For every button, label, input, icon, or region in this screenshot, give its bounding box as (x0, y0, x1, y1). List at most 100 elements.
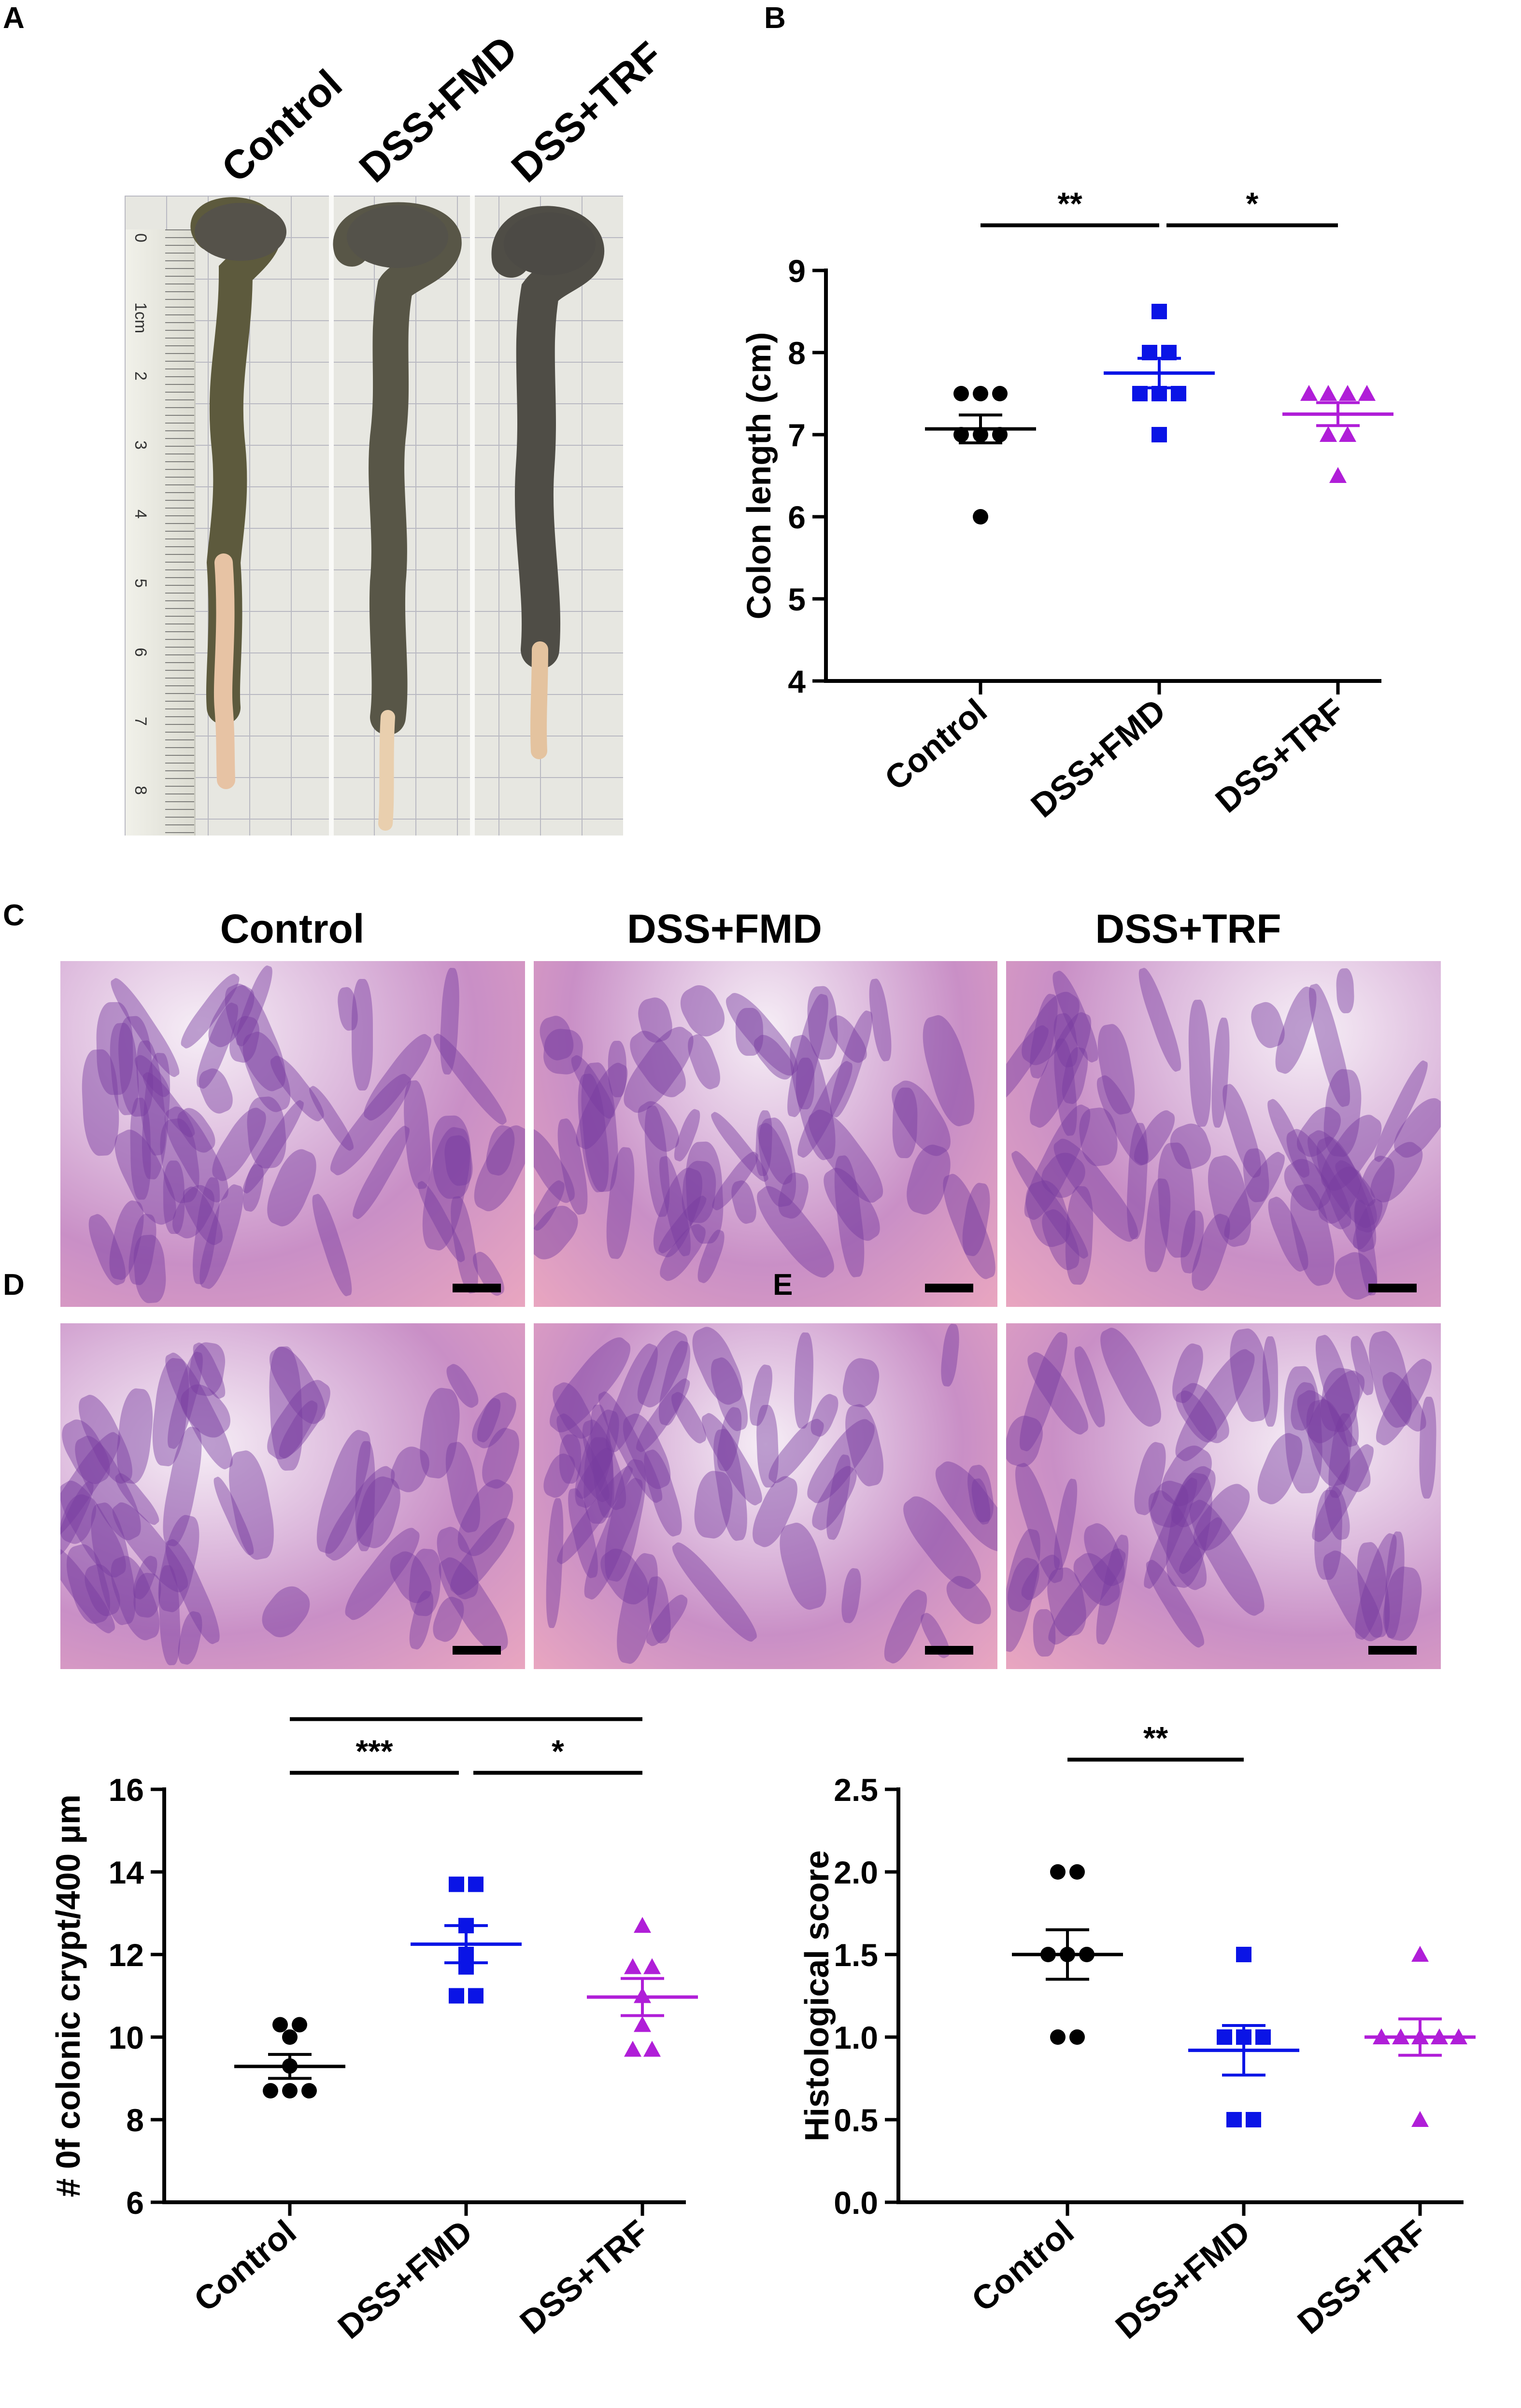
panel-letter-b: B (764, 1, 786, 35)
scale-bar (1368, 1284, 1417, 1292)
scale-bar (1368, 1646, 1417, 1655)
scale-bar (453, 1646, 501, 1655)
data-point (953, 386, 969, 401)
data-point (1151, 427, 1167, 442)
y-tick-label: 14 (109, 1855, 144, 1890)
data-point (1217, 2029, 1232, 2045)
data-point (1329, 467, 1347, 483)
histology-image-dss-trf-1 (1006, 961, 1441, 1307)
data-point (643, 2040, 661, 2057)
y-axis-title: # 0f colonic crypt/400 µm (49, 1795, 87, 2197)
colon-dss-fmd (333, 202, 462, 735)
significance-label: * (552, 1733, 564, 1769)
scale-bar (453, 1284, 501, 1292)
significance-label: *** (355, 1733, 393, 1769)
data-point (272, 2017, 288, 2033)
x-tick-label: Control (187, 2213, 303, 2319)
data-point (282, 2083, 298, 2099)
scale-bar (925, 1284, 973, 1292)
significance-label: * (1246, 186, 1259, 222)
data-point (1411, 2111, 1429, 2127)
histology-image-dss-fmd-1 (534, 961, 997, 1307)
data-point (953, 427, 969, 442)
y-tick-label: 0.0 (834, 2185, 878, 2221)
y-tick-label: 7 (788, 417, 806, 453)
y-tick-label: 2.0 (834, 1855, 878, 1890)
data-point (1320, 426, 1337, 442)
data-point (292, 2017, 307, 2033)
y-tick-label: 8 (788, 335, 806, 371)
significance-label: ** (1143, 1720, 1168, 1756)
y-tick-label: 6 (126, 2185, 144, 2221)
data-point (1255, 2029, 1271, 2045)
data-point (624, 2040, 641, 2057)
panel-letter-d: D (3, 1268, 25, 1302)
y-tick-label: 5 (788, 581, 806, 617)
data-point (1050, 1864, 1066, 1880)
colon-specimens (190, 197, 604, 831)
data-point (449, 1988, 464, 2004)
y-tick-label: 12 (109, 1937, 144, 1973)
y-axis-title: Colon length (cm) (740, 332, 778, 620)
y-tick-label: 10 (109, 2020, 144, 2055)
x-tick-label: DSS+TRF (1291, 2213, 1434, 2341)
histology-image-control-1 (60, 961, 525, 1307)
data-point (1320, 385, 1337, 401)
data-point (992, 386, 1008, 401)
data-point (624, 1958, 641, 1974)
significance-label: ** (1057, 186, 1082, 222)
y-tick-label: 2.5 (834, 1772, 878, 1808)
data-point (263, 2083, 278, 2099)
data-point (1246, 2112, 1261, 2127)
colon-dss-trf (491, 206, 604, 669)
y-tick-label: 1.5 (834, 1937, 878, 1973)
y-tick-label: 16 (109, 1772, 144, 1808)
y-tick-label: 1.0 (834, 2020, 878, 2055)
panel-a-label-dss-trf: DSS+TRF (502, 33, 671, 191)
y-tick-label: 6 (788, 499, 806, 535)
data-point (468, 1876, 483, 1892)
panel-a-label-dss-fmd: DSS+FMD (350, 27, 526, 191)
x-tick-label: DSS+FMD (331, 2213, 480, 2346)
data-point (1236, 1947, 1251, 1962)
histology-image-dss-fmd-2 (534, 1323, 997, 1669)
panel-letter-a: A (3, 1, 25, 35)
chart-colonic-crypt: 6 8 10 12 14 16 # 0f colonic crypt/400 µm Contr… (49, 1714, 698, 2346)
data-point (1411, 1946, 1429, 1962)
chart-colon-length: 4 5 6 7 8 9 Colon length (cm) Control DSS+FMD DSS… (740, 186, 1393, 825)
y-tick-label: 8 (126, 2102, 144, 2138)
scale-bar (925, 1646, 973, 1655)
x-tick-label: DSS+TRF (1208, 692, 1351, 820)
x-tick-label: Control (965, 2213, 1081, 2319)
y-tick-label: 0.5 (834, 2102, 878, 2138)
data-point (1339, 426, 1356, 442)
significance-label: ** (454, 1714, 479, 1715)
data-point (1226, 2112, 1242, 2127)
data-point (992, 427, 1008, 442)
panel-c-label-control: Control (220, 906, 365, 951)
x-tick-label: DSS+FMD (1024, 692, 1173, 825)
data-point (1151, 304, 1167, 319)
data-point (468, 1988, 483, 2004)
chart-histological-score: 0.0 0.5 1.0 1.5 2.0 2.5 Histological score Cont… (798, 1720, 1476, 2346)
data-point (1069, 2029, 1085, 2045)
histology-image-control-2 (60, 1323, 525, 1669)
data-point (634, 1917, 651, 1933)
x-tick-label: DSS+FMD (1109, 2213, 1257, 2346)
panel-c-label-dss-trf: DSS+TRF (1095, 906, 1281, 951)
data-point (1069, 1864, 1085, 1880)
x-tick-label: DSS+TRF (513, 2213, 656, 2341)
data-point (634, 2016, 651, 2032)
data-point (449, 1876, 464, 1892)
panel-letter-c: C (3, 899, 25, 932)
data-point (1050, 2029, 1066, 2045)
data-point (282, 2029, 298, 2045)
panel-letter-e: E (773, 1268, 793, 1302)
ruler: 0 1cm 2 3 4 5 6 7 8 (126, 229, 196, 836)
panel-a-label-control: Control (213, 60, 351, 191)
data-point (1358, 385, 1376, 401)
data-point (973, 509, 988, 524)
data-point (643, 1958, 661, 1974)
y-tick-label: 9 (788, 253, 806, 289)
data-point (301, 2083, 317, 2099)
